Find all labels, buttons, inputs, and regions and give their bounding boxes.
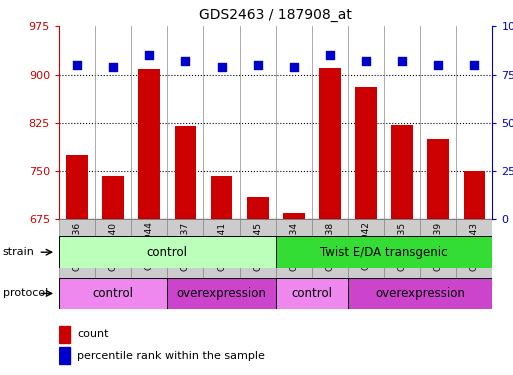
Bar [240, 219, 275, 291]
Point [326, 52, 334, 58]
Bar [420, 219, 457, 291]
Text: GSM62942: GSM62942 [362, 222, 370, 270]
Bar [427, 139, 449, 219]
Title: GDS2463 / 187908_at: GDS2463 / 187908_at [199, 9, 352, 22]
Bar [139, 69, 160, 219]
Point [290, 64, 298, 70]
Bar [66, 155, 88, 219]
Bar [348, 278, 492, 309]
Text: GSM62935: GSM62935 [398, 222, 407, 271]
Text: GSM62934: GSM62934 [289, 222, 298, 270]
Point [109, 64, 117, 70]
Bar [59, 278, 167, 309]
Bar [275, 219, 312, 291]
Bar [102, 176, 124, 219]
Point [253, 62, 262, 68]
Bar [174, 126, 196, 219]
Point [145, 52, 153, 58]
Bar [457, 219, 492, 291]
Text: GSM62945: GSM62945 [253, 222, 262, 270]
Bar [348, 219, 384, 291]
Text: control: control [147, 246, 188, 259]
Point [470, 62, 479, 68]
Text: GSM62938: GSM62938 [325, 222, 334, 271]
Bar [384, 219, 420, 291]
Point [218, 64, 226, 70]
Point [362, 58, 370, 64]
Bar [59, 219, 95, 291]
Bar [95, 219, 131, 291]
Bar [59, 347, 70, 364]
Text: GSM62939: GSM62939 [434, 222, 443, 271]
Text: GSM62944: GSM62944 [145, 222, 154, 270]
Bar [131, 219, 167, 291]
Bar [211, 176, 232, 219]
Bar [464, 171, 485, 219]
Text: control: control [93, 287, 134, 300]
Bar [247, 197, 268, 219]
Text: GSM62943: GSM62943 [470, 222, 479, 270]
Text: protocol: protocol [3, 288, 48, 298]
Text: strain: strain [3, 247, 34, 257]
Text: overexpression: overexpression [176, 287, 266, 300]
Text: control: control [291, 287, 332, 300]
Bar [391, 125, 413, 219]
Text: Twist E/DA transgenic: Twist E/DA transgenic [320, 246, 448, 259]
Bar [275, 278, 348, 309]
Bar [275, 236, 492, 268]
Bar [204, 219, 240, 291]
Text: GSM62937: GSM62937 [181, 222, 190, 271]
Bar [59, 236, 275, 268]
Bar [167, 278, 275, 309]
Bar [355, 87, 377, 219]
Text: GSM62936: GSM62936 [72, 222, 82, 271]
Text: percentile rank within the sample: percentile rank within the sample [77, 351, 265, 361]
Bar [312, 219, 348, 291]
Bar [167, 219, 204, 291]
Point [398, 58, 406, 64]
Point [73, 62, 81, 68]
Bar [59, 326, 70, 343]
Text: GSM62940: GSM62940 [109, 222, 117, 270]
Text: overexpression: overexpression [376, 287, 465, 300]
Point [181, 58, 189, 64]
Bar [283, 213, 305, 219]
Text: GSM62941: GSM62941 [217, 222, 226, 270]
Point [434, 62, 442, 68]
Bar [319, 68, 341, 219]
Text: count: count [77, 329, 109, 339]
